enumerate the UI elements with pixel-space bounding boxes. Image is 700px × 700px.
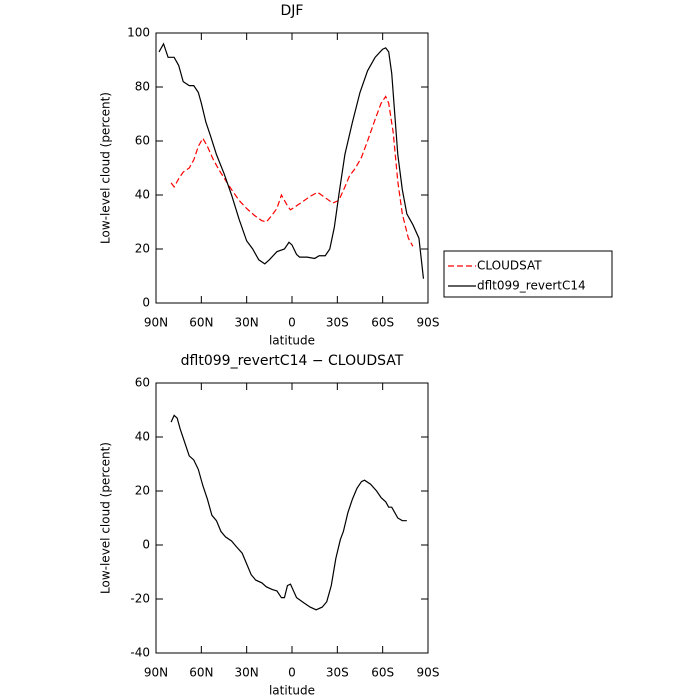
x-tick-label: 60S <box>371 316 394 330</box>
series-line <box>170 95 414 247</box>
x-axis-label: latitude <box>269 684 315 698</box>
legend-box <box>443 250 613 298</box>
series-line <box>158 42 425 279</box>
plot-frame <box>155 382 429 654</box>
y-tick-label: 40 <box>135 188 150 202</box>
x-tick-label: 0 <box>288 666 296 680</box>
y-tick-label: -40 <box>130 646 150 660</box>
series-line <box>170 414 407 611</box>
y-tick-label: 40 <box>135 430 150 444</box>
x-tick-label: 90N <box>144 666 168 680</box>
plot-frame <box>155 32 429 304</box>
y-tick-label: 100 <box>127 26 150 40</box>
x-tick-label: 90S <box>417 316 440 330</box>
legend-label: CLOUDSAT <box>477 259 542 273</box>
x-axis-label: latitude <box>269 334 315 348</box>
y-axis-label: Low-level cloud (percent) <box>99 92 113 244</box>
y-tick-label: 60 <box>135 134 150 148</box>
x-tick-label: 0 <box>288 316 296 330</box>
y-tick-label: 0 <box>142 538 150 552</box>
x-tick-label: 90S <box>417 666 440 680</box>
x-tick-label: 30S <box>326 666 349 680</box>
y-tick-label: 80 <box>135 80 150 94</box>
x-tick-label: 60N <box>189 666 213 680</box>
y-tick-label: 0 <box>142 296 150 310</box>
y-tick-label: 20 <box>135 242 150 256</box>
y-tick-label: 20 <box>135 484 150 498</box>
chart-title: dflt099_revertC14 − CLOUDSAT <box>181 353 404 369</box>
y-tick-label: 60 <box>135 376 150 390</box>
y-axis-label: Low-level cloud (percent) <box>99 442 113 594</box>
x-tick-label: 60N <box>189 316 213 330</box>
x-tick-label: 30N <box>235 316 259 330</box>
chart-title: DJF <box>281 3 304 19</box>
x-tick-label: 30N <box>235 666 259 680</box>
x-tick-label: 90N <box>144 316 168 330</box>
x-tick-label: 60S <box>371 666 394 680</box>
x-tick-label: 30S <box>326 316 349 330</box>
y-tick-label: -20 <box>130 592 150 606</box>
legend-label: dflt099_revertC14 <box>477 279 586 293</box>
